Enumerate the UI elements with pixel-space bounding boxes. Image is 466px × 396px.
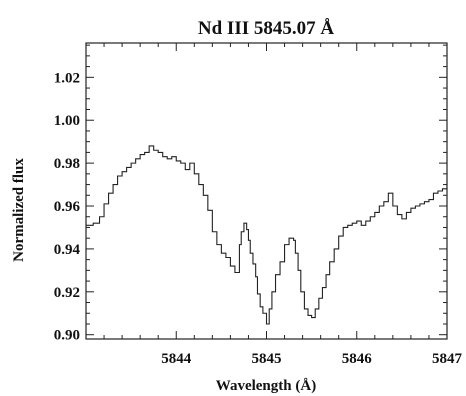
y-tick-label: 0.98 [54,156,80,172]
chart-title: Nd III 5845.07 Å [198,18,334,39]
y-tick-label: 0.94 [54,242,81,258]
y-tick-label: 0.90 [54,328,80,344]
axis-ticks [85,43,448,339]
x-axis-title: Wavelength (Å) [216,378,316,394]
series-group [86,145,447,325]
x-tick-label: 5847 [432,351,463,367]
y-axis-title: Normalized flux [11,158,27,262]
y-tick-label: 0.96 [54,199,81,215]
x-tick-label: 5845 [252,351,282,367]
y-tick-label: 1.02 [54,70,80,86]
x-tick-label: 5846 [342,351,373,367]
y-tick-label: 1.00 [54,113,80,129]
x-tick-label: 5844 [161,351,192,367]
spectrum-line [86,145,447,325]
tick-labels: 5844 5845 5846 5847 0.90 0.92 0.94 0.96 0.98 1.00… [54,70,463,367]
y-tick-label: 0.92 [54,285,80,301]
plot-frame [85,42,448,340]
